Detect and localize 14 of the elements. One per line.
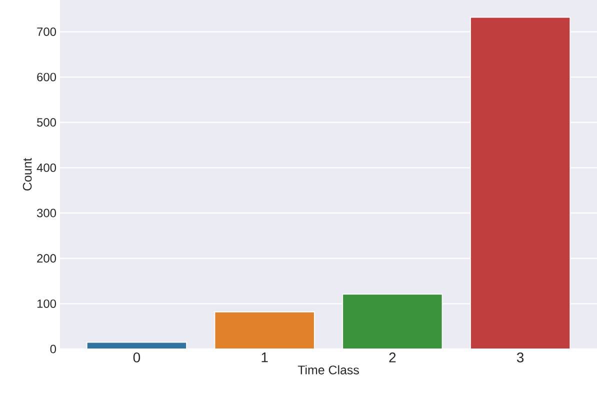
y-tick-label: 200 [37,254,56,263]
x-tick-label: 0 [133,352,140,362]
x-axis-title: Time Class [298,365,359,374]
y-tick-label: 500 [37,118,56,127]
y-tick-label: 300 [36,208,56,218]
y-tick-label: 100 [37,299,56,308]
x-tick-label: 3 [516,352,524,362]
y-tick-label: 400 [36,163,56,172]
y-axis-title: Count [22,158,32,190]
y-tick-label: 700 [37,28,56,36]
x-tick-label: 2 [389,352,396,362]
y-tick-label: 0 [50,344,56,354]
x-tick-label: 1 [262,352,268,362]
y-tick-label: 600 [37,72,56,82]
